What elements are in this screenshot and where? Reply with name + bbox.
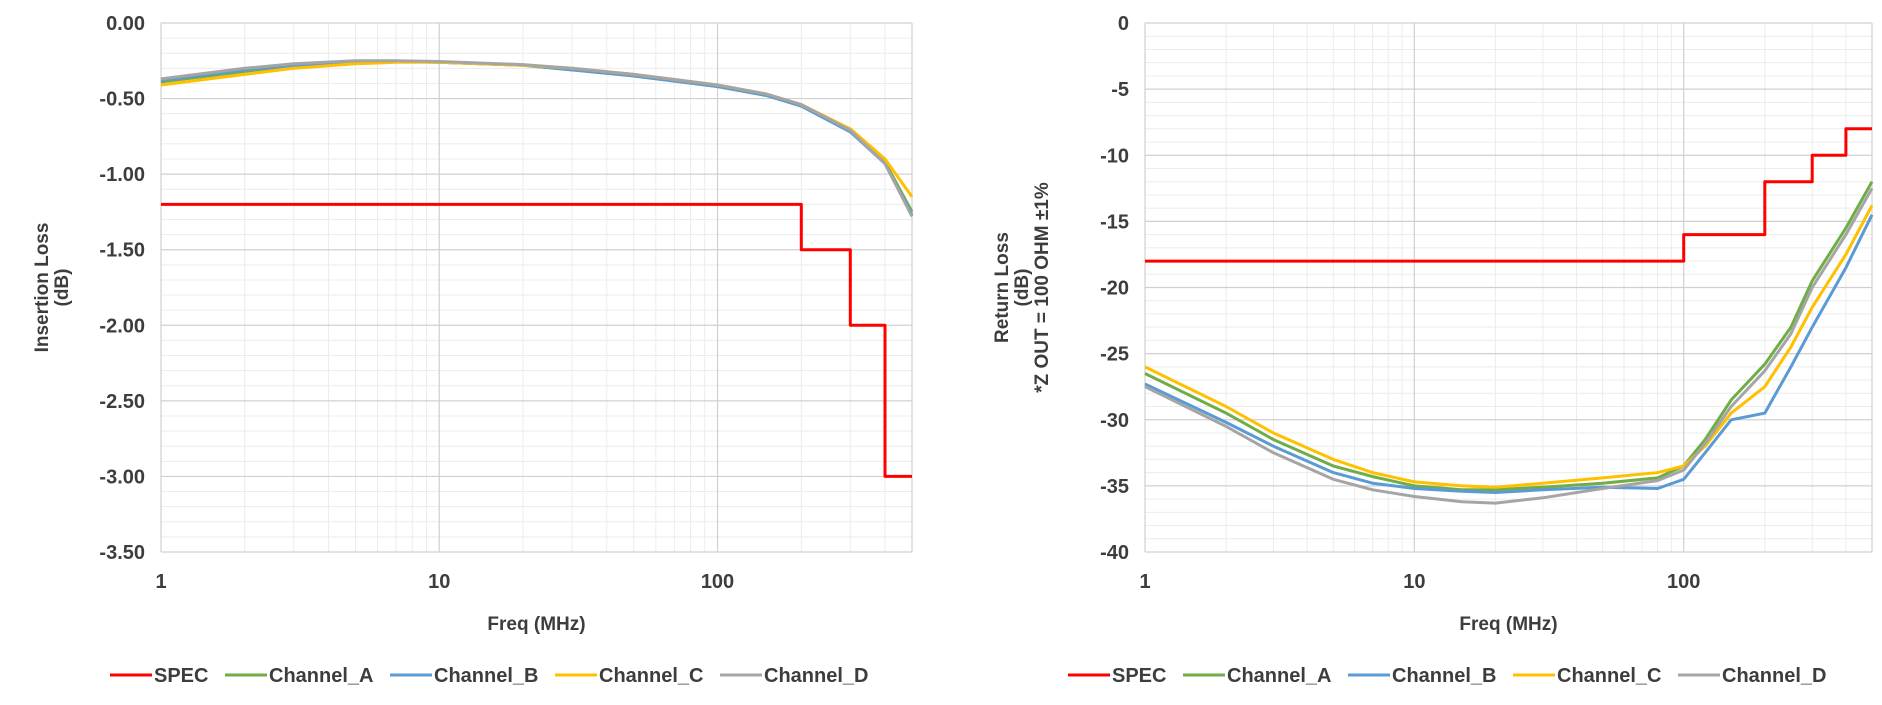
x-tick-label: 10 [428, 571, 450, 593]
y-axis-title-line: (dB) [1012, 269, 1033, 307]
y-tick-label: -25 [1100, 344, 1129, 366]
chart-insertion_loss: 0.00 -0.50 -1.00 -1.50 -2.00 -2.50 -3.00 -3.50 1… [32, 13, 914, 687]
legend-label: SPEC [1112, 665, 1166, 687]
x-tick-label: 100 [1667, 571, 1700, 593]
series-line-channel-c [1144, 204, 1874, 489]
legend-label: Channel_C [1557, 665, 1661, 687]
y-axis-title-line: Return Loss [992, 232, 1013, 343]
y-tick-label: 0.00 [106, 13, 145, 35]
y-axis-title-line: Insertion Loss [32, 223, 53, 353]
y-axis-title-line: (dB) [52, 269, 73, 307]
y-tick-label: -2.00 [99, 315, 145, 337]
x-tick-label: 1 [1139, 571, 1150, 593]
series-line-spec [1145, 127, 1872, 263]
legend-label: Channel_B [1392, 665, 1496, 687]
chart-return_loss: 0 -5 -10 -15 -20 -25 -30 -35 -40 1 10 100 Freq (MHz)… [992, 13, 1874, 687]
series-line-channel-a [1144, 180, 1874, 492]
legend-label: Channel_B [434, 665, 538, 687]
grid [1144, 22, 1873, 553]
series-line-spec [161, 202, 912, 478]
x-tick-label: 100 [701, 571, 734, 593]
y-tick-label: -2.50 [99, 391, 145, 413]
y-tick-label: -0.50 [99, 89, 145, 111]
series-line-channel-c [160, 60, 914, 198]
legend-label: Channel_A [269, 665, 373, 687]
y-axis-title-line: *Z OUT = 100 OHM ±1% [1032, 182, 1053, 393]
y-tick-label: -1.50 [99, 240, 145, 262]
x-tick-label: 1 [155, 571, 166, 593]
y-tick-label: -15 [1100, 211, 1129, 233]
y-tick-label: 0 [1118, 13, 1129, 35]
y-tick-label: -40 [1100, 542, 1129, 564]
legend: SPEC Channel_A Channel_B Channel_C Channel_D [1068, 665, 1826, 687]
legend-label: Channel_C [599, 665, 703, 687]
x-axis-title: Freq (MHz) [1459, 614, 1557, 635]
y-tick-label: -30 [1100, 410, 1129, 432]
legend-label: Channel_A [1227, 665, 1331, 687]
legend: SPEC Channel_A Channel_B Channel_C Channel_D [110, 665, 868, 687]
series-line-channel-d [1144, 187, 1874, 505]
y-tick-label: -10 [1100, 145, 1129, 167]
series-line-channel-d [160, 59, 914, 218]
legend-label: SPEC [154, 665, 208, 687]
grid [160, 22, 913, 553]
legend-label: Channel_D [764, 665, 868, 687]
y-tick-label: -5 [1111, 79, 1129, 101]
y-tick-label: -3.00 [99, 466, 145, 488]
y-tick-label: -20 [1100, 278, 1129, 300]
x-axis-title: Freq (MHz) [487, 614, 585, 635]
legend-label: Channel_D [1722, 665, 1826, 687]
y-tick-label: -35 [1100, 476, 1129, 498]
x-tick-label: 10 [1403, 571, 1425, 593]
series-line-channel-b [160, 60, 914, 216]
y-tick-label: -3.50 [99, 542, 145, 564]
y-tick-label: -1.00 [99, 164, 145, 186]
